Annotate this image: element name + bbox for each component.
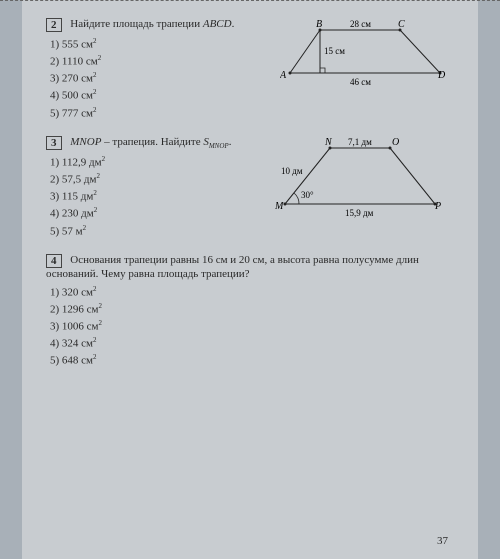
label-bc: 28 см (350, 19, 371, 29)
figure-trapezoid-mnop: N O M P 7,1 дм 10 дм 30° 15,9 дм (275, 136, 450, 224)
option-3: 3) 1006 см2 (50, 318, 450, 335)
task-number: 4 (46, 254, 62, 268)
task-3: N O M P 7,1 дм 10 дм 30° 15,9 дм 3 MNOP … (46, 136, 450, 240)
label-ad: 46 см (350, 77, 371, 87)
label-N: N (324, 137, 333, 148)
option-4: 4) 324 см2 (50, 335, 450, 352)
option-5: 5) 777 см2 (50, 105, 450, 122)
task-prompt: MNOP – трапеция. Найдите SMNOP. (70, 136, 231, 148)
option-2: 2) 1296 см2 (50, 301, 450, 318)
task-prompt: Основания трапеции равны 16 см и 20 см, … (46, 254, 419, 280)
label-P: P (434, 201, 441, 212)
options: 1) 320 см2 2) 1296 см2 3) 1006 см2 4) 32… (50, 284, 450, 370)
task-number: 3 (46, 136, 62, 150)
task-4: 4 Основания трапеции равны 16 см и 20 см… (46, 254, 450, 370)
page: B C A D 28 см 15 см 46 см 2 Найдите площ… (22, 0, 478, 559)
label-A: A (280, 70, 287, 81)
label-angle: 30° (301, 190, 314, 200)
label-no: 7,1 дм (348, 137, 372, 147)
task-2: B C A D 28 см 15 см 46 см 2 Найдите площ… (46, 18, 450, 122)
option-4: 4) 500 см2 (50, 87, 450, 104)
label-mp: 15,9 дм (345, 208, 374, 218)
label-O: O (392, 137, 399, 148)
page-number: 37 (437, 535, 448, 547)
label-M: M (275, 201, 284, 212)
page-divider (0, 0, 500, 8)
label-h: 15 см (324, 46, 345, 56)
label-om: 10 дм (281, 166, 303, 176)
figure-trapezoid-abcd: B C A D 28 см 15 см 46 см (280, 18, 450, 90)
task-prompt: Найдите площадь трапеции ABCD. (70, 18, 234, 30)
label-C: C (398, 19, 405, 30)
option-1: 1) 320 см2 (50, 284, 450, 301)
label-D: D (437, 70, 446, 81)
option-5: 5) 648 см2 (50, 352, 450, 369)
option-5: 5) 57 м2 (50, 223, 450, 240)
label-B: B (316, 19, 322, 30)
task-number: 2 (46, 18, 62, 32)
